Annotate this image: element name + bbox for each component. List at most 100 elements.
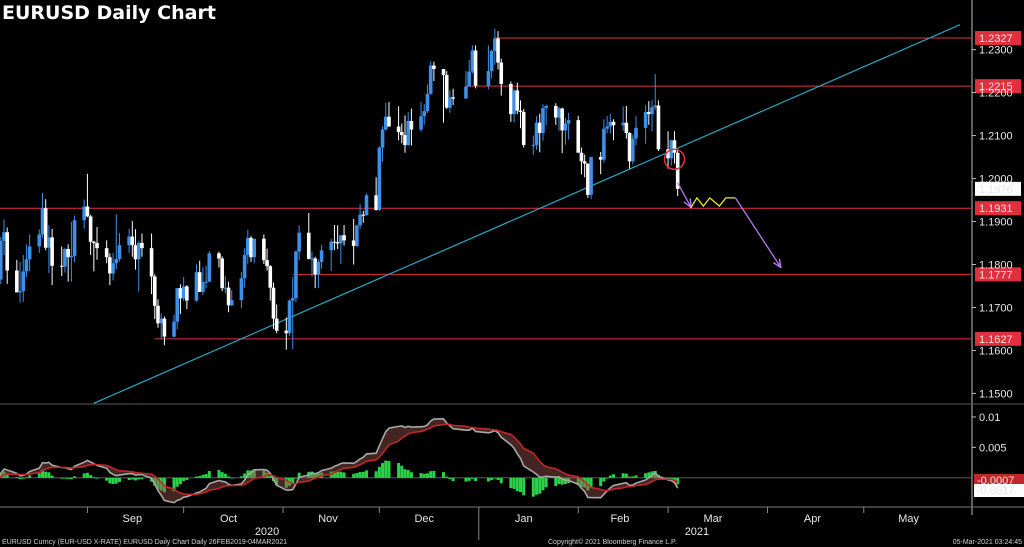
candle-body — [509, 84, 513, 115]
candle-body — [339, 235, 343, 244]
macd-hist-bar — [406, 470, 410, 478]
candle-body — [85, 206, 90, 217]
macd-hist-bar — [634, 475, 638, 478]
candle-body — [531, 145, 536, 147]
macd-hist-bar — [198, 476, 202, 478]
macd-hist-bar — [291, 477, 295, 484]
level-label: 1.2327 — [979, 33, 1013, 45]
candle-body — [201, 282, 205, 292]
macd-hist-bar — [544, 477, 548, 488]
macd-hist-bar — [608, 475, 612, 478]
macd-hist-bar — [490, 477, 494, 481]
macd-hist-bar — [445, 476, 449, 478]
signal-value-tag — [974, 484, 1024, 497]
candle-body — [544, 105, 548, 109]
macd-hist-bar — [358, 472, 362, 478]
month-label: Sep — [123, 513, 143, 525]
candle-body — [223, 287, 228, 289]
candle-body — [396, 126, 401, 133]
macd-hist-bar — [515, 477, 519, 492]
macd-hist-bar — [243, 473, 247, 478]
candle-body — [246, 237, 250, 256]
candle-body — [553, 105, 558, 118]
macd-hist-bar — [137, 477, 141, 480]
candle-body — [127, 236, 131, 246]
macd-hist-bar — [535, 477, 539, 495]
macd-hist-bar — [628, 476, 632, 478]
macd-hist-bar — [419, 473, 423, 478]
candle-body — [377, 147, 382, 210]
candle-body — [47, 237, 51, 248]
price-tick-label: 1.2000 — [979, 174, 1013, 186]
price-tick-label: 1.1900 — [979, 217, 1013, 229]
candle-body — [2, 232, 6, 241]
macd-hist-bar — [499, 477, 503, 484]
candle-body — [40, 208, 45, 235]
candle-body — [290, 298, 295, 301]
macd-hist-bar — [377, 466, 381, 478]
macd-hist-bar — [28, 475, 32, 478]
candle-body — [66, 249, 70, 258]
macd-hist-bar — [204, 474, 208, 478]
candle-body — [428, 65, 433, 94]
macd-hist-bar — [464, 477, 468, 482]
macd-hist-bar — [518, 477, 522, 493]
candle-body — [406, 120, 411, 146]
candle-body — [21, 271, 26, 292]
candle-body — [576, 120, 581, 153]
candle-body — [72, 220, 77, 256]
macd-hist-bar — [672, 477, 676, 481]
candle-body — [451, 97, 455, 99]
macd-hist-bar — [352, 473, 356, 478]
macd-hist-bar — [339, 471, 343, 478]
macd-hist-bar — [409, 472, 413, 478]
macd-hist-bar — [134, 477, 138, 481]
candle-body — [672, 140, 677, 153]
candle-body — [268, 266, 273, 288]
macd-hist-bar — [117, 477, 121, 483]
macd-hist-bar — [217, 469, 221, 478]
candle-body — [602, 128, 606, 160]
level-label-bg — [975, 31, 1021, 46]
macd-hist-bar — [374, 471, 378, 478]
candle-body — [27, 246, 32, 260]
candle-body — [518, 110, 523, 112]
candle-body — [24, 259, 29, 272]
candle-body — [557, 108, 561, 118]
macd-tick-label: 0.005 — [979, 442, 1007, 454]
footer-center: Copyright© 2021 Bloomberg Finance L.P. — [548, 538, 677, 546]
short-forecast-arrow — [677, 182, 691, 207]
candle-body — [589, 157, 593, 195]
annotations-layer — [663, 148, 780, 266]
macd-hist-bar — [73, 476, 77, 478]
candle-body — [560, 108, 565, 131]
candle-body — [364, 195, 369, 216]
macd-hist-bar — [82, 473, 86, 478]
candle-body — [15, 270, 19, 293]
last-price-label: 1.1976 — [979, 184, 1013, 196]
macd-hist-bar — [422, 473, 426, 478]
macd-hist-bar — [172, 477, 176, 492]
last-price-tag — [975, 181, 1021, 196]
macd-hist-bar — [185, 477, 189, 481]
macd-hist-bar — [262, 470, 266, 478]
macd-hist-bar — [589, 477, 593, 488]
candle-body — [18, 291, 22, 293]
candle-body — [512, 90, 516, 115]
macd-hist-bar — [531, 477, 535, 497]
candle-body — [297, 232, 301, 252]
candle-body — [108, 257, 112, 274]
macd-hist-bar — [554, 477, 558, 487]
candle-body — [178, 288, 183, 299]
macd-hist-bar — [486, 477, 490, 482]
macd-hist-bar — [541, 477, 545, 491]
month-label: May — [898, 513, 919, 525]
month-label: Feb — [610, 513, 629, 525]
level-label: 1.1777 — [979, 269, 1013, 281]
candles-layer — [0, 28, 680, 350]
candle-body — [194, 272, 199, 301]
candle-body — [419, 116, 423, 130]
macd-hist-bar — [361, 471, 365, 478]
macd-hist-bar — [108, 477, 112, 484]
candle-body — [239, 278, 244, 301]
